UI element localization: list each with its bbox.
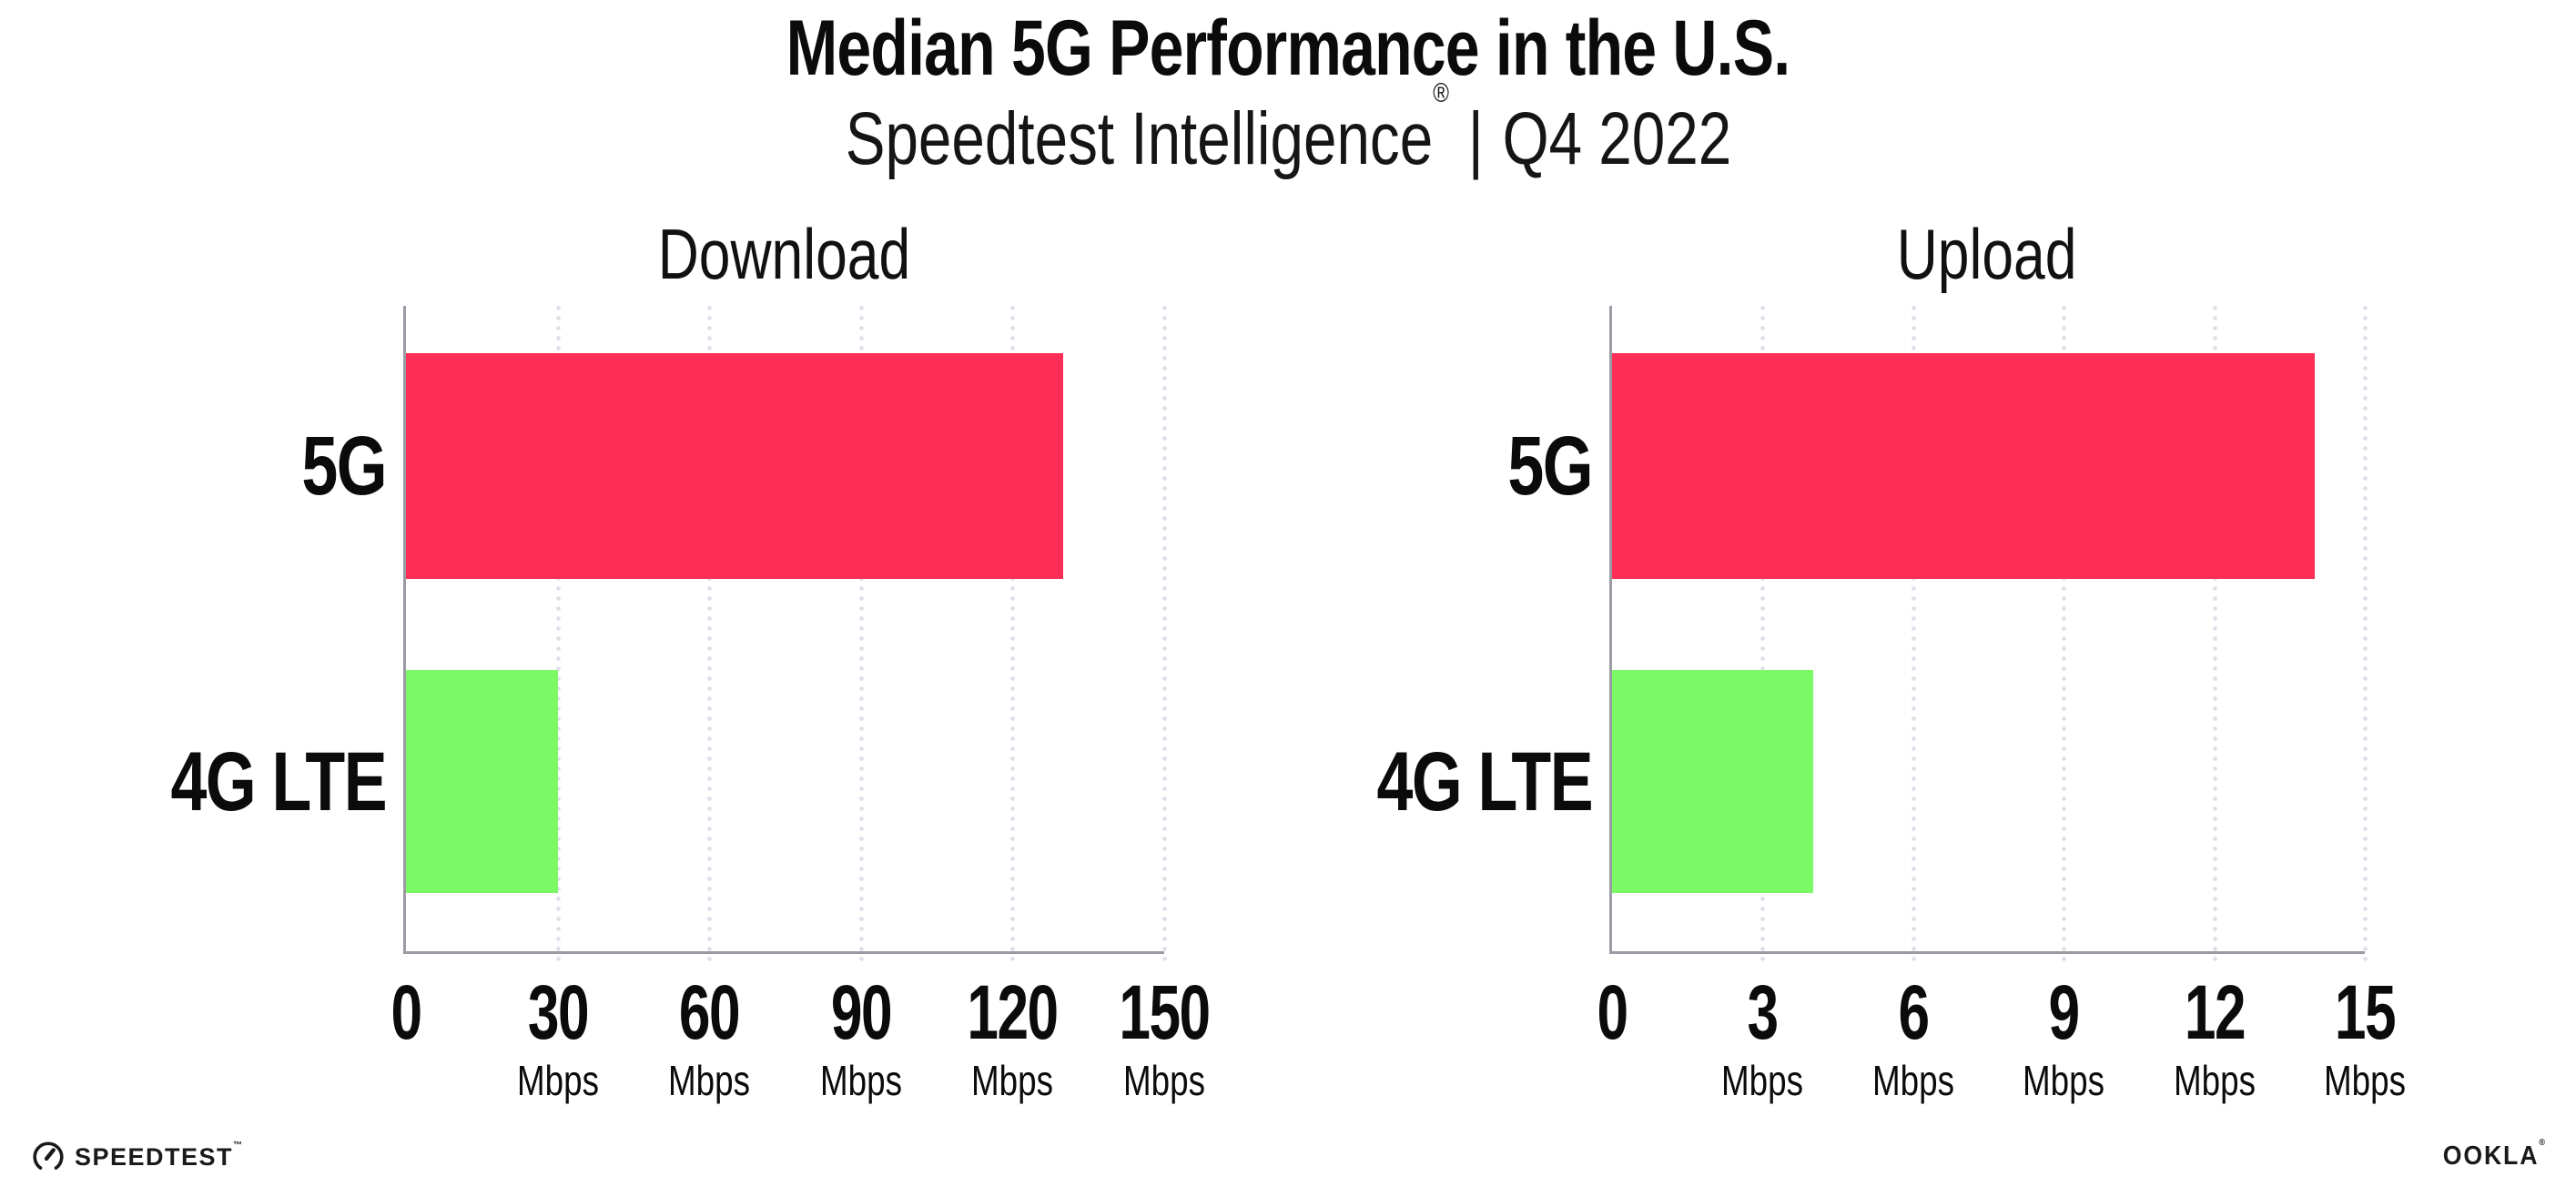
y-category-label-5g: 5G xyxy=(1507,420,1593,512)
tick-value: 3 xyxy=(1747,969,1780,1055)
tick-unit: Mbps xyxy=(1721,1057,1804,1104)
x-axis-tick-30: 30 Mbps xyxy=(467,974,649,1101)
tick-unit: Mbps xyxy=(668,1057,751,1104)
speedtest-wordmark: SPEEDTEST™ xyxy=(75,1140,243,1171)
subtitle-period: Q4 2022 xyxy=(1502,97,1731,180)
x-axis-tick-6: 6 Mbps xyxy=(1822,974,2004,1101)
tick-value: 12 xyxy=(2184,969,2246,1055)
trademark-symbol: ™ xyxy=(233,1140,243,1151)
gridline-90-mbps xyxy=(858,306,864,962)
tick-value: 6 xyxy=(1898,969,1930,1055)
gridline-150-mbps xyxy=(1162,306,1167,962)
download-plot-area xyxy=(403,306,1167,962)
gridline-6-mbps xyxy=(1911,306,1916,962)
x-axis-tick-15: 15 Mbps xyxy=(2274,974,2456,1101)
gridline-9-mbps xyxy=(2062,306,2067,962)
gridline-3-mbps xyxy=(1760,306,1766,962)
bar-5g-upload xyxy=(1612,353,2315,579)
x-axis-tick-90: 90 Mbps xyxy=(770,974,952,1101)
tick-value: 15 xyxy=(2334,969,2397,1055)
tick-unit: Mbps xyxy=(1123,1057,1205,1104)
tick-unit: Mbps xyxy=(971,1057,1054,1104)
x-axis-tick-12: 12 Mbps xyxy=(2124,974,2306,1101)
tick-value: 90 xyxy=(830,969,893,1055)
y-category-label-4g-lte: 4G LTE xyxy=(1376,735,1593,828)
tick-unit: Mbps xyxy=(819,1057,902,1104)
gridline-12-mbps xyxy=(2212,306,2217,962)
page-title: Median 5G Performance in the U.S. xyxy=(786,5,1791,92)
bar-5g-download xyxy=(406,353,1063,579)
tick-value: 30 xyxy=(527,969,590,1055)
ookla-wordmark: OOKLA xyxy=(2442,1141,2540,1171)
tick-value: 60 xyxy=(679,969,741,1055)
gridline-60-mbps xyxy=(707,306,713,962)
gridline-15-mbps xyxy=(2363,306,2368,962)
subtitle-brand: Speedtest Intelligence xyxy=(845,97,1433,180)
upload-chart-title: Upload xyxy=(1897,214,2077,294)
speedtest-gauge-icon xyxy=(33,1141,64,1170)
tick-value: 150 xyxy=(1119,969,1211,1055)
tick-unit: Mbps xyxy=(2023,1057,2105,1104)
x-axis-tick-3: 3 Mbps xyxy=(1671,974,1853,1101)
bar-4g-lte-upload xyxy=(1612,670,1813,893)
download-chart-title: Download xyxy=(657,214,910,294)
y-category-label-5g: 5G xyxy=(301,420,387,512)
upload-plot-area xyxy=(1609,306,2368,962)
tick-value: 0 xyxy=(390,969,422,1055)
x-axis-tick-60: 60 Mbps xyxy=(618,974,800,1101)
subtitle-divider: | xyxy=(1467,97,1484,180)
tick-unit: Mbps xyxy=(1871,1057,1954,1104)
page-subtitle-row: Speedtest Intelligence® | Q4 2022 xyxy=(0,79,2576,177)
page-title-row: Median 5G Performance in the U.S. xyxy=(0,9,2576,87)
tick-value: 9 xyxy=(2048,969,2081,1055)
tick-unit: Mbps xyxy=(2324,1057,2406,1104)
gridline-30-mbps xyxy=(555,306,561,962)
x-axis-tick-120: 120 Mbps xyxy=(921,974,1103,1101)
tick-value: 120 xyxy=(967,969,1060,1055)
x-axis-tick-150: 150 Mbps xyxy=(1073,974,1255,1101)
x-axis-tick-9: 9 Mbps xyxy=(1973,974,2155,1101)
speedtest-logo: SPEEDTEST™ xyxy=(31,1140,242,1174)
page-subtitle: Speedtest Intelligence® | Q4 2022 xyxy=(845,79,1731,177)
ookla-logo: OOKLA® xyxy=(2442,1139,2545,1171)
tick-value: 0 xyxy=(1597,969,1628,1055)
registered-trademark-symbol: ® xyxy=(1432,77,1449,108)
bar-4g-lte-download xyxy=(406,670,558,893)
tick-unit: Mbps xyxy=(2173,1057,2256,1104)
tick-unit: Mbps xyxy=(516,1057,599,1104)
ookla-registered-symbol: ® xyxy=(2539,1138,2545,1149)
gridline-120-mbps xyxy=(1010,306,1016,962)
y-category-label-4g-lte: 4G LTE xyxy=(170,735,387,828)
